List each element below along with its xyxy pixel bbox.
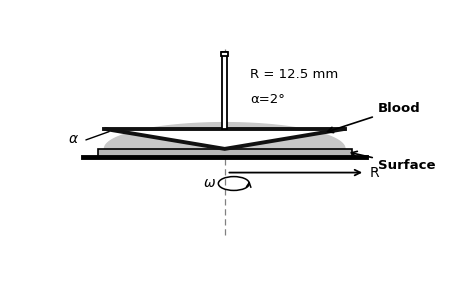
Polygon shape bbox=[104, 129, 345, 149]
Text: α=2°: α=2° bbox=[250, 93, 285, 106]
Text: Blood: Blood bbox=[328, 102, 420, 133]
Polygon shape bbox=[221, 52, 228, 56]
Polygon shape bbox=[104, 123, 345, 149]
Text: R: R bbox=[369, 166, 379, 179]
Text: R = 12.5 mm: R = 12.5 mm bbox=[250, 68, 338, 81]
Text: Surface: Surface bbox=[351, 151, 435, 172]
Polygon shape bbox=[98, 149, 352, 157]
Text: ω: ω bbox=[204, 176, 216, 190]
Text: α: α bbox=[69, 132, 78, 146]
Polygon shape bbox=[222, 52, 227, 129]
